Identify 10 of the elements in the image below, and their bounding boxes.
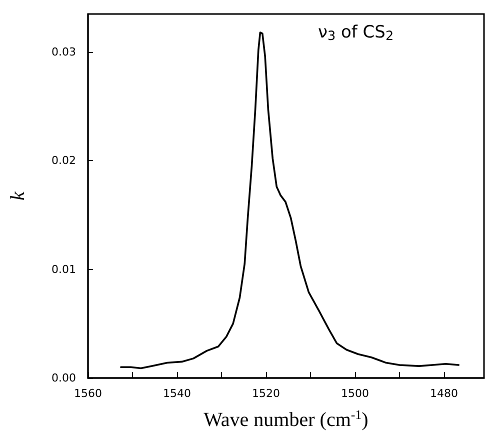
y-tick-label: 0.02 <box>52 154 76 168</box>
x-tick-label: 1480 <box>430 387 458 400</box>
x-tick-label: 1500 <box>340 387 369 400</box>
x-tick-label: 1540 <box>162 387 191 400</box>
y-tick-label: 0.01 <box>52 262 76 276</box>
y-tick-label: 0.03 <box>52 46 76 59</box>
y-tick-label: 0.00 <box>52 372 76 384</box>
y-axis-title: k <box>7 190 29 200</box>
x-tick-label: 1520 <box>252 387 280 400</box>
x-tick-label: 1560 <box>74 387 102 400</box>
